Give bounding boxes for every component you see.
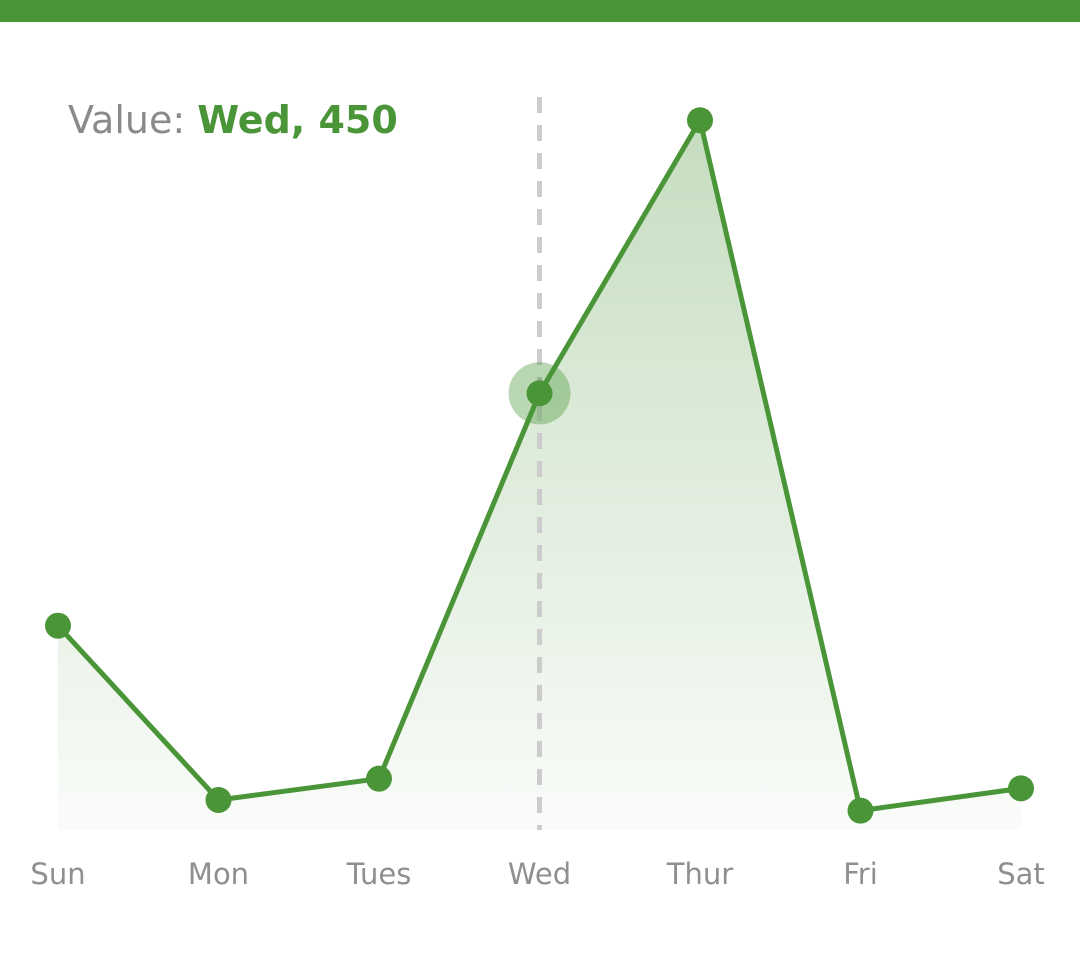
x-tick-label-sat: Sat [997, 857, 1045, 891]
x-tick-label-tues: Tues [346, 857, 412, 891]
data-point-thur[interactable] [687, 107, 713, 134]
x-axis-tick-labels: Sun Mon Tues Wed Thur Fri Sat [30, 857, 1044, 891]
readout-label: Value: [68, 98, 186, 142]
data-point-tues[interactable] [366, 765, 392, 792]
readout-value: Wed, 450 [197, 98, 398, 142]
x-tick-label-sun: Sun [30, 857, 85, 891]
data-point-sat[interactable] [1008, 775, 1034, 802]
data-point-fri[interactable] [847, 797, 874, 824]
x-tick-label-wed: Wed [508, 857, 571, 891]
data-point-wed[interactable] [526, 380, 553, 407]
data-point-mon[interactable] [205, 786, 232, 813]
x-tick-label-fri: Fri [843, 857, 878, 891]
data-point-sun[interactable] [45, 612, 71, 639]
x-tick-label-thur: Thur [666, 857, 733, 891]
data-points [45, 107, 1034, 824]
top-accent-bar [0, 0, 1080, 22]
value-readout: Value: Wed, 450 [68, 92, 398, 148]
x-tick-label-mon: Mon [188, 857, 249, 891]
